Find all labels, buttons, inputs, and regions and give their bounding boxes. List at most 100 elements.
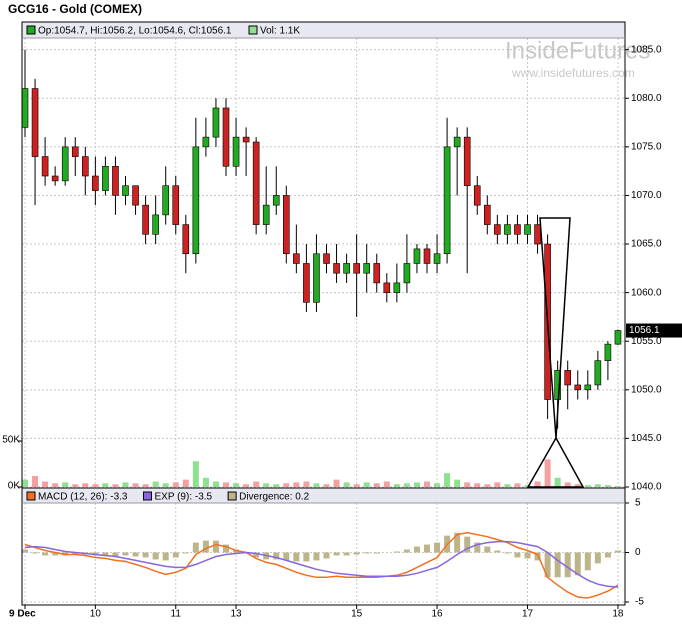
volume-bar — [253, 481, 260, 487]
volume-bar — [474, 483, 481, 487]
divergence-bar — [152, 552, 159, 560]
divergence-bar — [182, 552, 189, 554]
divergence-bar — [333, 552, 340, 556]
divergence-bar — [434, 542, 441, 553]
volume-bar — [32, 475, 39, 487]
volume-bar — [182, 479, 189, 487]
divergence-bar — [323, 552, 330, 559]
volume-bar — [544, 459, 551, 487]
legend-swatch — [248, 25, 258, 35]
candle-body — [192, 146, 200, 255]
volume-bar — [594, 484, 601, 487]
candle-body — [41, 156, 49, 177]
candle-body — [564, 370, 572, 386]
divergence-bar — [544, 552, 551, 578]
divergence-bar — [283, 552, 290, 561]
divergence-bar — [122, 552, 129, 556]
divergence-bar — [32, 552, 39, 554]
divergence-bar — [554, 552, 561, 578]
volume-bar — [22, 479, 28, 487]
volume-bar — [172, 482, 179, 487]
divergence-bar — [514, 552, 521, 558]
divergence-bar — [343, 552, 350, 556]
divergence-bar — [192, 542, 199, 553]
y-tick-label: 1060.0 — [631, 287, 662, 298]
legend-swatch — [26, 491, 36, 501]
divergence-bar — [594, 552, 601, 564]
divergence-bar — [313, 552, 320, 561]
candle-body — [373, 263, 381, 284]
volume-bar — [313, 483, 320, 487]
candle-body — [433, 253, 441, 264]
candle-body — [202, 136, 210, 148]
divergence-bar — [353, 552, 360, 555]
volume-bar — [524, 485, 531, 487]
candle-body — [584, 384, 592, 391]
divergence-bar — [112, 552, 119, 557]
legend-bar — [22, 22, 625, 38]
volume-bar — [413, 482, 420, 487]
watermark-url: www.insidefutures.com — [511, 66, 635, 80]
candle-body — [443, 146, 451, 255]
volume-bar — [614, 485, 621, 487]
volume-bar — [122, 482, 129, 487]
volume-bar — [92, 484, 99, 487]
volume-bar — [444, 473, 451, 487]
candle-body — [594, 360, 602, 386]
volume-bar — [273, 484, 280, 487]
volume-bar — [604, 485, 611, 487]
macd-frame — [21, 487, 626, 606]
volume-bar — [534, 481, 541, 487]
y-tick-label: 1045.0 — [631, 433, 662, 444]
candle-body — [122, 185, 129, 196]
volume-bar — [554, 477, 561, 487]
divergence-bar — [42, 552, 49, 556]
volume-bar — [333, 479, 340, 487]
y-tick-label: 1065.0 — [631, 239, 662, 250]
candle-body — [242, 136, 250, 143]
candle-body — [333, 263, 340, 274]
candle-body — [293, 253, 300, 264]
y-tick-label: 1055.0 — [631, 336, 662, 347]
divergence-bar — [454, 532, 461, 553]
y-tick-label: 1080.0 — [631, 93, 662, 104]
legend-label: MACD (12, 26): -3.3 — [38, 492, 128, 503]
volume-bar — [514, 483, 521, 487]
divergence-bar — [474, 542, 481, 553]
candle-body — [112, 165, 119, 196]
volume-bar — [102, 483, 109, 487]
volume-bar — [484, 484, 491, 487]
volume-bar — [72, 484, 79, 487]
y-tick-label: 1085.0 — [631, 44, 662, 55]
volume-bar — [293, 482, 300, 487]
watermark: InsideFutures — [505, 37, 650, 64]
volume-bar — [82, 483, 89, 487]
divergence-bar — [223, 544, 229, 553]
divergence-bar — [202, 540, 209, 553]
candle-body — [363, 263, 371, 274]
candle-body — [212, 107, 220, 138]
x-tick-label: 15 — [351, 609, 363, 620]
candle-body — [494, 224, 501, 235]
legend-label: Divergence: 0.2 — [239, 492, 309, 503]
annotation — [526, 217, 585, 488]
divergence-bar — [504, 552, 511, 554]
candle-body — [383, 282, 391, 293]
volume-bar — [303, 481, 310, 487]
candle-body — [504, 224, 511, 235]
divergence-bar — [22, 549, 28, 553]
candle-body — [282, 195, 290, 255]
candle-body — [313, 253, 320, 303]
volume-bar — [223, 482, 229, 487]
volume-bar — [112, 484, 119, 487]
legend-label: EXP (9): -3.5 — [154, 492, 212, 503]
volume-bar — [343, 482, 350, 487]
y-tick-label: 1040.0 — [631, 482, 662, 493]
x-tick-label: 18 — [612, 609, 624, 620]
divergence-bar — [564, 552, 571, 578]
volume-bar — [353, 484, 360, 487]
candle-body — [132, 185, 139, 206]
candle-body — [252, 141, 260, 225]
candle-body — [92, 175, 99, 191]
